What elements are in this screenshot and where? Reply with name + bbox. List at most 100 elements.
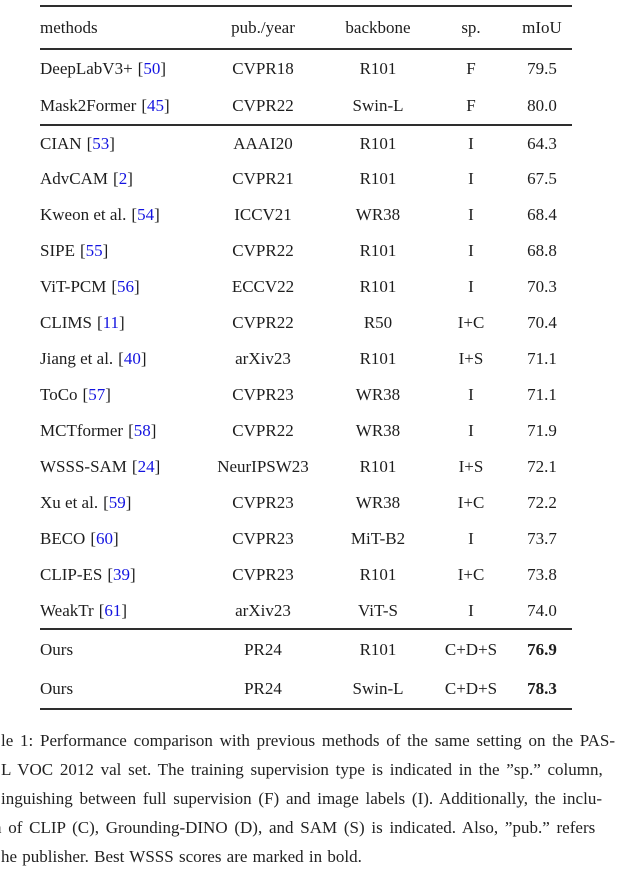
- method-cell: SIPE [55]: [40, 233, 200, 269]
- citation-number[interactable]: 39: [113, 565, 131, 584]
- citation-bracket: ]: [154, 205, 160, 224]
- citation-link[interactable]: [57]: [83, 385, 111, 404]
- citation-bracket: [: [82, 385, 89, 404]
- method-cell: CIAN [53]: [40, 125, 200, 161]
- backbone-cell: R101: [359, 277, 397, 296]
- miou-cell: 78.3: [527, 678, 557, 698]
- supervision-cell: I+C: [457, 493, 485, 512]
- citation-bracket: ]: [150, 421, 157, 440]
- method-cell: Ours: [40, 629, 200, 669]
- method-name: DeepLabV3+: [40, 58, 133, 78]
- method-name: Kweon et al.: [40, 205, 127, 224]
- method-name: CLIMS: [40, 313, 92, 332]
- citation-link[interactable]: [11]: [97, 313, 125, 332]
- supervision-cell: I+C: [457, 565, 485, 584]
- citation-bracket: ]: [160, 58, 167, 78]
- citation-link[interactable]: [60]: [90, 529, 118, 548]
- miou-cell: 71.1: [527, 385, 557, 404]
- method-cell: CLIP-ES [39]: [40, 557, 200, 593]
- miou-cell: 68.4: [527, 205, 557, 224]
- table-row: ToCo [57] CVPR23 WR38 I 71.1: [40, 377, 572, 413]
- citation-link[interactable]: [24]: [132, 457, 160, 476]
- citation-link[interactable]: [2]: [113, 169, 133, 188]
- citation-link[interactable]: [55]: [80, 241, 108, 260]
- table-row: Ours PR24 Swin-L C+D+S 78.3: [40, 669, 572, 709]
- citation-number[interactable]: 24: [137, 457, 155, 476]
- citation-link[interactable]: [61]: [99, 601, 127, 620]
- backbone-cell: MiT-B2: [350, 529, 406, 548]
- method-cell: Ours: [40, 669, 200, 709]
- method-cell: Xu et al. [59]: [40, 485, 200, 521]
- citation-number[interactable]: 53: [92, 133, 110, 153]
- citation-bracket: ]: [140, 349, 147, 368]
- citation-number[interactable]: 56: [117, 277, 135, 296]
- citation-number[interactable]: 45: [147, 95, 164, 115]
- pub-year-cell: PR24: [244, 678, 282, 698]
- table-row: Kweon et al. [54] ICCV21 WR38 I 68.4: [40, 197, 572, 233]
- supervision-cell: I: [468, 133, 474, 153]
- caption-line: inguishing between full supervision (F) …: [1, 789, 602, 808]
- citation-number[interactable]: 2: [118, 169, 128, 188]
- citation-bracket: [: [79, 241, 86, 260]
- backbone-cell: WR38: [355, 421, 401, 440]
- table-row: BECO [60] CVPR23 MiT-B2 I 73.7: [40, 521, 572, 557]
- section-fully-supervised: DeepLabV3+ [50] CVPR18 R101 F 79.5 Mask2F…: [40, 49, 572, 125]
- citation-number[interactable]: 40: [123, 349, 141, 368]
- citation-link[interactable]: [50]: [138, 59, 166, 78]
- backbone-cell: ViT-S: [358, 600, 398, 620]
- citation-number[interactable]: 61: [104, 600, 122, 620]
- citation-number[interactable]: 60: [96, 529, 114, 548]
- citation-link[interactable]: [45]: [141, 96, 169, 115]
- citation-bracket: [: [96, 313, 103, 332]
- method-name: ToCo: [40, 385, 78, 404]
- citation-link[interactable]: [40]: [118, 349, 146, 368]
- table-row: Mask2Former [45] CVPR22 Swin-L F 80.0: [40, 87, 572, 125]
- method-name: ViT-PCM: [40, 277, 107, 296]
- citation-link[interactable]: [39]: [107, 565, 135, 584]
- miou-cell: 76.9: [527, 639, 557, 659]
- supervision-cell: I: [468, 169, 474, 188]
- citation-number[interactable]: 55: [85, 241, 103, 260]
- citation-number[interactable]: 58: [133, 421, 151, 440]
- miou-cell: 71.1: [527, 349, 557, 368]
- citation-link[interactable]: [59]: [103, 493, 131, 512]
- method-cell: ToCo [57]: [40, 377, 200, 413]
- citation-link[interactable]: [56]: [111, 277, 139, 296]
- citation-bracket: ]: [154, 457, 161, 476]
- pub-year-cell: PR24: [244, 639, 282, 659]
- table-row: Ours PR24 R101 C+D+S 76.9: [40, 629, 572, 669]
- method-name: Ours: [40, 678, 74, 698]
- citation-number[interactable]: 50: [143, 58, 161, 78]
- table-row: DeepLabV3+ [50] CVPR18 R101 F 79.5: [40, 49, 572, 87]
- citation-number[interactable]: 54: [137, 205, 155, 224]
- citation-number[interactable]: 59: [108, 493, 126, 512]
- citation-bracket: ]: [109, 133, 115, 153]
- table-row: WeakTr [61] arXiv23 ViT-S I 74.0: [40, 593, 572, 629]
- table-row: CLIP-ES [39] CVPR23 R101 I+C 73.8: [40, 557, 572, 593]
- method-name: Xu et al.: [40, 493, 99, 512]
- method-cell: DeepLabV3+ [50]: [40, 49, 200, 87]
- citation-link[interactable]: [58]: [128, 421, 156, 440]
- citation-link[interactable]: [53]: [87, 134, 115, 153]
- pub-year-cell: ECCV22: [231, 277, 295, 296]
- method-cell: BECO [60]: [40, 521, 200, 557]
- citation-bracket: ]: [127, 169, 133, 188]
- backbone-cell: R101: [359, 457, 397, 476]
- pub-year-cell: arXiv23: [235, 600, 291, 620]
- citation-number[interactable]: 11: [102, 313, 120, 332]
- table-row: Xu et al. [59] CVPR23 WR38 I+C 72.2: [40, 485, 572, 521]
- method-name: Ours: [40, 639, 74, 659]
- miou-cell: 73.7: [527, 529, 557, 548]
- method-name: BECO: [40, 529, 86, 548]
- supervision-cell: I: [468, 421, 474, 440]
- citation-number[interactable]: 57: [88, 385, 106, 404]
- citation-bracket: [: [111, 277, 118, 296]
- pub-year-cell: arXiv23: [235, 349, 291, 368]
- citation-bracket: [: [131, 457, 138, 476]
- caption-line: L VOC 2012 val set. The training supervi…: [1, 760, 603, 779]
- method-name: CLIP-ES: [40, 565, 103, 584]
- citation-link[interactable]: [54]: [131, 205, 159, 224]
- caption-line: he publisher. Best WSSS scores are marke…: [1, 847, 362, 866]
- header-row: methods pub./year backbone sp. mIoU: [40, 6, 572, 49]
